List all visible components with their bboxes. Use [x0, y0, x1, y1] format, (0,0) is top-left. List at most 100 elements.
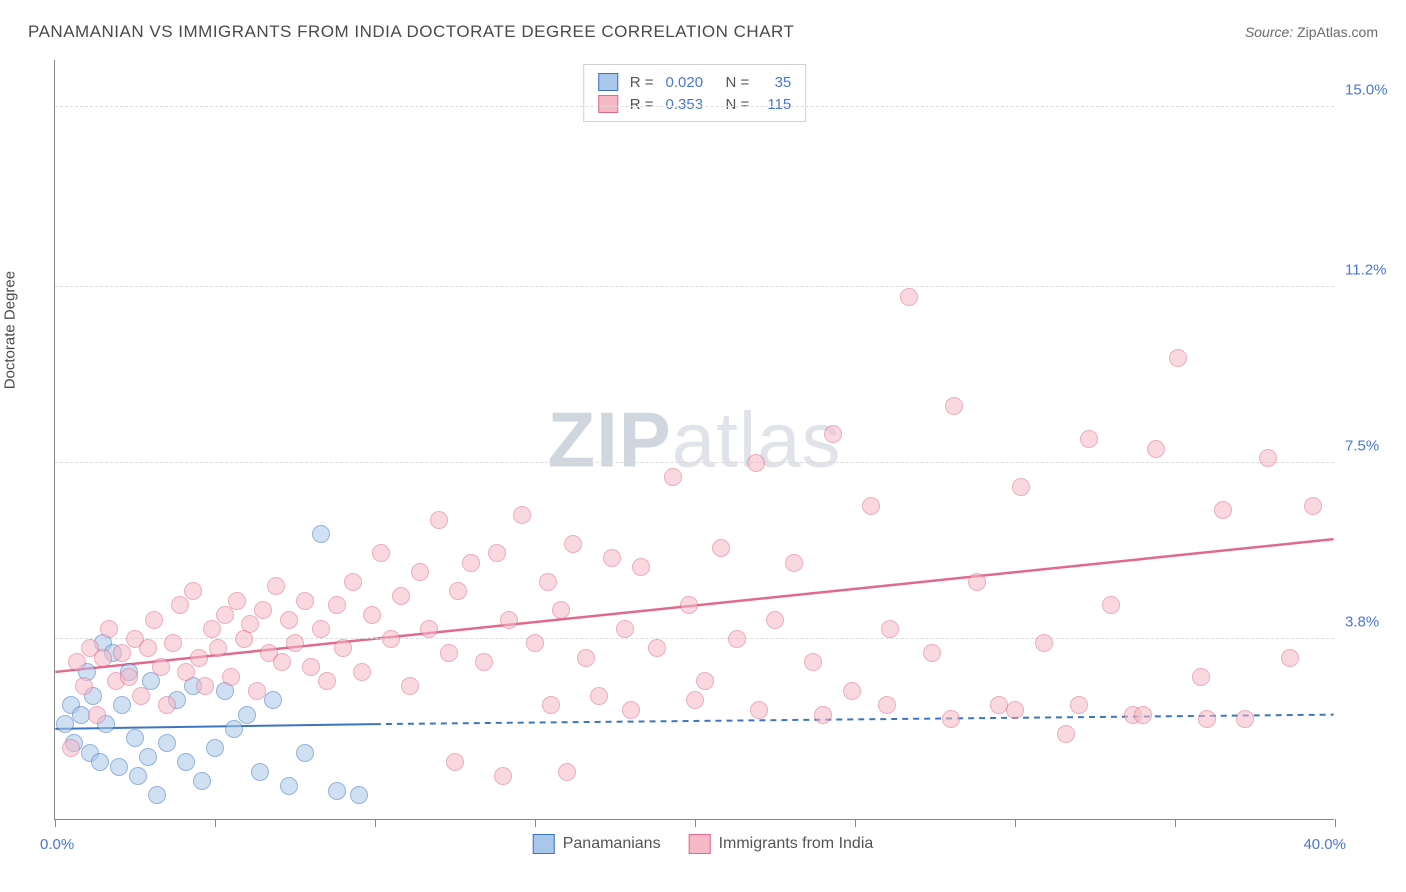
scatter-point	[881, 620, 899, 638]
x-tick	[1175, 819, 1176, 827]
legend-N-value: 115	[761, 96, 791, 113]
scatter-point	[328, 782, 346, 800]
scatter-point	[1236, 710, 1254, 728]
trend-line	[375, 715, 1334, 724]
scatter-point	[1198, 710, 1216, 728]
scatter-point	[648, 639, 666, 657]
scatter-point	[241, 615, 259, 633]
scatter-point	[203, 620, 221, 638]
x-tick	[375, 819, 376, 827]
x-tick	[535, 819, 536, 827]
series-legend: Panamanians Immigrants from India	[533, 834, 874, 854]
legend-N-label: N =	[726, 74, 750, 91]
scatter-point	[152, 658, 170, 676]
scatter-point	[945, 397, 963, 415]
scatter-point	[622, 701, 640, 719]
scatter-point	[542, 696, 560, 714]
scatter-point	[171, 596, 189, 614]
scatter-point	[177, 663, 195, 681]
scatter-point	[446, 753, 464, 771]
scatter-point	[225, 720, 243, 738]
watermark-bold: ZIP	[547, 395, 671, 483]
legend-R-value: 0.353	[666, 96, 714, 113]
legend-R-value: 0.020	[666, 74, 714, 91]
scatter-point	[193, 772, 211, 790]
scatter-point	[632, 558, 650, 576]
scatter-point	[350, 786, 368, 804]
y-tick-label: 15.0%	[1345, 81, 1388, 98]
x-tick	[1335, 819, 1336, 827]
scatter-point	[420, 620, 438, 638]
scatter-point	[1070, 696, 1088, 714]
legend-swatch	[598, 73, 618, 91]
legend-R-label: R =	[630, 74, 654, 91]
legend-R-label: R =	[630, 96, 654, 113]
scatter-point	[1057, 725, 1075, 743]
y-axis-title: Doctorate Degree	[2, 271, 19, 389]
scatter-point	[1281, 649, 1299, 667]
source-attribution: Source: ZipAtlas.com	[1245, 24, 1378, 40]
scatter-point	[616, 620, 634, 638]
scatter-point	[264, 691, 282, 709]
scatter-point	[280, 777, 298, 795]
scatter-point	[296, 592, 314, 610]
scatter-point	[302, 658, 320, 676]
x-tick	[855, 819, 856, 827]
scatter-point	[1134, 706, 1152, 724]
scatter-point	[286, 634, 304, 652]
scatter-point	[382, 630, 400, 648]
scatter-point	[132, 687, 150, 705]
scatter-point	[312, 525, 330, 543]
y-tick-label: 3.8%	[1345, 613, 1379, 630]
scatter-point	[363, 606, 381, 624]
scatter-point	[184, 582, 202, 600]
scatter-point	[206, 739, 224, 757]
scatter-point	[62, 739, 80, 757]
legend-item: Immigrants from India	[689, 834, 874, 854]
y-tick-label: 7.5%	[1345, 437, 1379, 454]
scatter-point	[100, 620, 118, 638]
scatter-point	[500, 611, 518, 629]
scatter-point	[1304, 497, 1322, 515]
scatter-point	[312, 620, 330, 638]
scatter-point	[392, 587, 410, 605]
scatter-point	[75, 677, 93, 695]
y-tick-label: 11.2%	[1345, 262, 1386, 279]
scatter-point	[251, 763, 269, 781]
scatter-point	[552, 601, 570, 619]
legend-N-label: N =	[726, 96, 750, 113]
scatter-point	[216, 606, 234, 624]
scatter-point	[145, 611, 163, 629]
scatter-point	[238, 706, 256, 724]
scatter-point	[1192, 668, 1210, 686]
scatter-point	[462, 554, 480, 572]
x-tick	[1015, 819, 1016, 827]
scatter-point	[110, 758, 128, 776]
scatter-point	[177, 753, 195, 771]
scatter-point	[280, 611, 298, 629]
legend-row: R = 0.353 N = 115	[598, 93, 792, 115]
scatter-point	[113, 696, 131, 714]
scatter-point	[440, 644, 458, 662]
scatter-point	[190, 649, 208, 667]
scatter-point	[1035, 634, 1053, 652]
scatter-point	[712, 539, 730, 557]
scatter-point	[750, 701, 768, 719]
scatter-point	[1147, 440, 1165, 458]
scatter-point	[564, 535, 582, 553]
legend-series-name: Panamanians	[563, 835, 661, 853]
plot-area: ZIPatlas R =0.020N =35R =0.353N =115 3.8…	[54, 60, 1334, 820]
scatter-point	[158, 696, 176, 714]
scatter-point	[273, 653, 291, 671]
scatter-point	[696, 672, 714, 690]
gridline-h	[55, 106, 1334, 107]
scatter-point	[878, 696, 896, 714]
scatter-point	[56, 715, 74, 733]
scatter-point	[923, 644, 941, 662]
scatter-point	[68, 653, 86, 671]
scatter-point	[968, 573, 986, 591]
scatter-point	[513, 506, 531, 524]
scatter-point	[120, 668, 138, 686]
scatter-point	[228, 592, 246, 610]
scatter-point	[449, 582, 467, 600]
